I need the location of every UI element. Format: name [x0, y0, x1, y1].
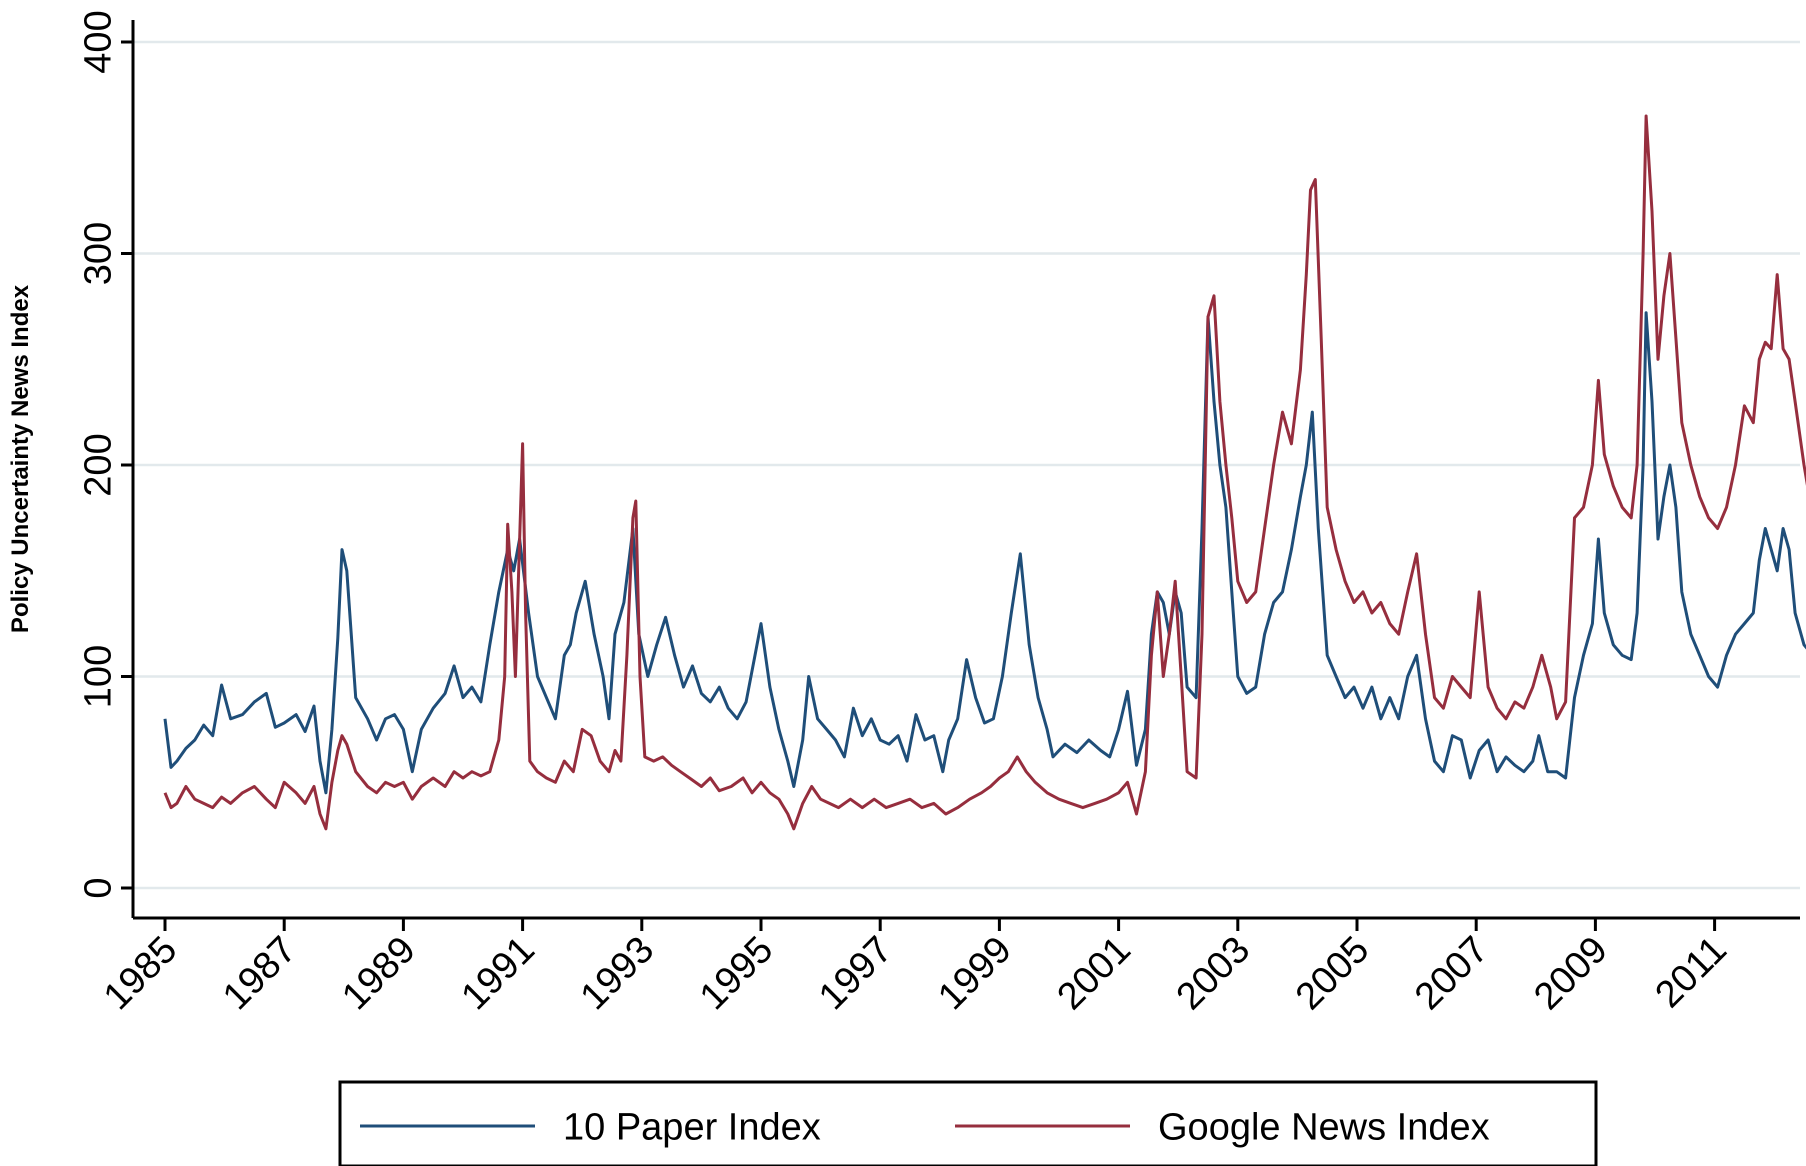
legend-label-google-news-index: Google News Index	[1158, 1106, 1490, 1148]
y-tick-label-400: 400	[77, 10, 119, 73]
axes	[131, 20, 1800, 920]
y-tick-label-200: 200	[77, 433, 119, 496]
y-tick-label-100: 100	[77, 645, 119, 708]
y-tick-label-0: 0	[77, 877, 119, 898]
legend: 10 Paper Index Google News Index	[338, 1080, 1598, 1166]
y-tick-label-300: 300	[77, 222, 119, 285]
series-line-ten-paper-index	[163, 311, 1806, 795]
y-axis-title: Policy Uncertainty News Index	[7, 284, 34, 633]
gridlines	[133, 40, 1800, 890]
series-line-google-news-index	[163, 114, 1806, 831]
legend-label-ten-paper-index: 10 Paper Index	[563, 1106, 821, 1148]
legend-box	[338, 1080, 1598, 1166]
y-ticks: 0 100 200 300 400	[77, 10, 133, 899]
series-layer	[163, 114, 1806, 831]
